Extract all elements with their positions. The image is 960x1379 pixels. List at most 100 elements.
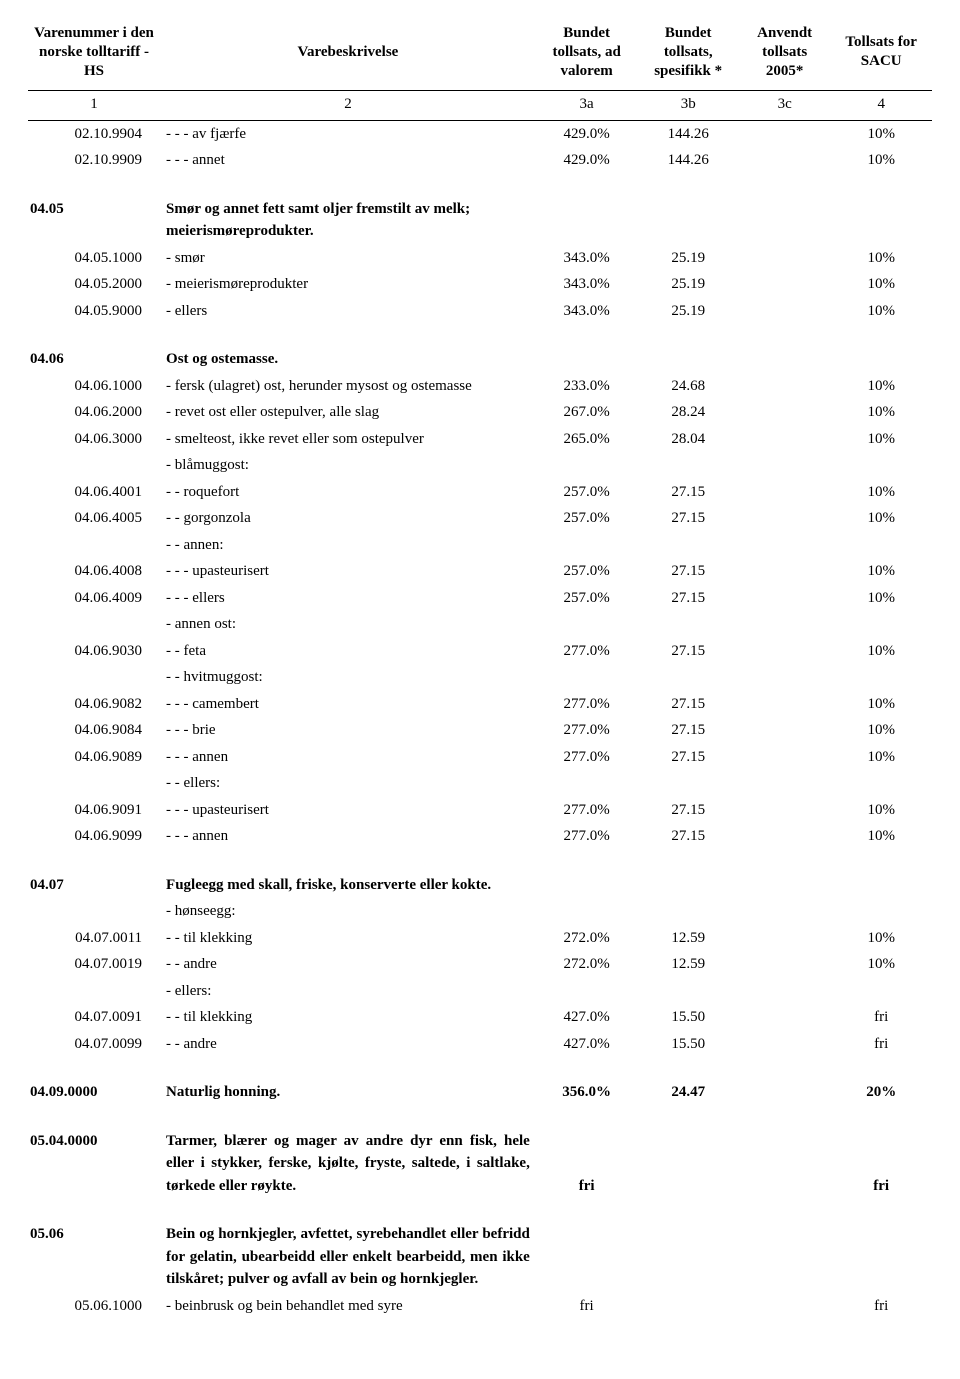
cell-c5 (739, 717, 830, 744)
header-code: Varenummer i den norske tolltariff - HS (28, 20, 160, 91)
cell-code: 04.09.0000 (28, 1079, 160, 1106)
table-header: Varenummer i den norske tolltariff - HS … (28, 20, 932, 120)
cell-c6: 10% (830, 298, 932, 325)
cell-c5 (739, 1031, 830, 1058)
cell-code: 04.06.4005 (28, 505, 160, 532)
table-row: 04.06.9082- - - camembert277.0%27.1510% (28, 691, 932, 718)
cell-c3: 267.0% (536, 399, 638, 426)
table-row: 04.06.9030- - feta277.0%27.1510% (28, 638, 932, 665)
table-row: - - hvitmuggost: (28, 664, 932, 691)
cell-c6: 10% (830, 951, 932, 978)
cell-c6: 10% (830, 399, 932, 426)
cell-c4 (637, 872, 739, 899)
cell-desc: - - - av fjærfe (160, 120, 536, 147)
cell-c5 (739, 1221, 830, 1293)
cell-c5 (739, 664, 830, 691)
cell-desc: - beinbrusk og bein behandlet med syre (160, 1293, 536, 1320)
cell-code: 04.06.1000 (28, 373, 160, 400)
table-row: 04.06.9089- - - annen277.0%27.1510% (28, 744, 932, 771)
cell-c4 (637, 1293, 739, 1320)
cell-c6 (830, 532, 932, 559)
cell-code: 04.05.2000 (28, 271, 160, 298)
cell-c5 (739, 426, 830, 453)
cell-code: 04.06.9030 (28, 638, 160, 665)
cell-desc: - - hvitmuggost: (160, 664, 536, 691)
cell-c4 (637, 452, 739, 479)
cell-c3: 429.0% (536, 120, 638, 147)
header-col6: Tollsats for SACU (830, 20, 932, 91)
cell-c6: 10% (830, 797, 932, 824)
table-row: 04.06.9084- - - brie277.0%27.1510% (28, 717, 932, 744)
cell-c4: 27.15 (637, 638, 739, 665)
cell-c5 (739, 1293, 830, 1320)
cell-desc: - revet ost eller ostepulver, alle slag (160, 399, 536, 426)
cell-c6: 10% (830, 744, 932, 771)
cell-c5 (739, 585, 830, 612)
cell-code (28, 452, 160, 479)
table-row: 05.04.0000Tarmer, blærer og mager av and… (28, 1128, 932, 1200)
subhead-3: 3a (536, 91, 638, 121)
cell-c6: 10% (830, 717, 932, 744)
cell-c6: 20% (830, 1079, 932, 1106)
cell-c5 (739, 638, 830, 665)
cell-code (28, 611, 160, 638)
cell-code: 04.07 (28, 872, 160, 899)
table-row: 04.06.3000- smelteost, ikke revet eller … (28, 426, 932, 453)
cell-c4: 12.59 (637, 925, 739, 952)
cell-c6: 10% (830, 691, 932, 718)
cell-c4 (637, 611, 739, 638)
table-row (28, 1199, 932, 1221)
cell-c6: 10% (830, 147, 932, 174)
table-row: 04.06.4008- - - upasteurisert257.0%27.15… (28, 558, 932, 585)
cell-code: 05.06.1000 (28, 1293, 160, 1320)
cell-c3 (536, 1221, 638, 1293)
cell-c3 (536, 978, 638, 1005)
table-row: 04.06.4001- - roquefort257.0%27.1510% (28, 479, 932, 506)
cell-code: 04.07.0099 (28, 1031, 160, 1058)
cell-c6: 10% (830, 505, 932, 532)
cell-c3: 257.0% (536, 479, 638, 506)
table-row: 04.05.2000- meierismøreprodukter343.0%25… (28, 271, 932, 298)
cell-desc: - - - annet (160, 147, 536, 174)
cell-c5 (739, 611, 830, 638)
cell-c3: 427.0% (536, 1031, 638, 1058)
cell-desc: - annen ost: (160, 611, 536, 638)
cell-c6: 10% (830, 271, 932, 298)
cell-c4: 25.19 (637, 271, 739, 298)
table-row (28, 1057, 932, 1079)
cell-code: 04.06 (28, 346, 160, 373)
cell-c4: 27.15 (637, 479, 739, 506)
cell-desc: Naturlig honning. (160, 1079, 536, 1106)
cell-desc: - meierismøreprodukter (160, 271, 536, 298)
table-row: - hønseegg: (28, 898, 932, 925)
cell-c4 (637, 1221, 739, 1293)
cell-c5 (739, 872, 830, 899)
cell-c6: 10% (830, 823, 932, 850)
header-desc: Varebeskrivelse (160, 20, 536, 91)
cell-c3 (536, 611, 638, 638)
cell-desc: Fugleegg med skall, friske, konserverte … (160, 872, 536, 899)
cell-desc: - - - upasteurisert (160, 558, 536, 585)
cell-desc: - - feta (160, 638, 536, 665)
cell-c5 (739, 271, 830, 298)
cell-c4: 27.15 (637, 505, 739, 532)
cell-c5 (739, 505, 830, 532)
cell-c6: fri (830, 1128, 932, 1200)
cell-c4 (637, 346, 739, 373)
cell-c4: 12.59 (637, 951, 739, 978)
cell-code: 04.06.9082 (28, 691, 160, 718)
table-row: - blåmuggost: (28, 452, 932, 479)
table-row: 04.07.0011- - til klekking272.0%12.5910% (28, 925, 932, 952)
cell-c3: 356.0% (536, 1079, 638, 1106)
table-row: 04.06.4005- - gorgonzola257.0%27.1510% (28, 505, 932, 532)
cell-c3 (536, 196, 638, 245)
table-row (28, 1106, 932, 1128)
cell-desc: - - til klekking (160, 1004, 536, 1031)
cell-c5 (739, 951, 830, 978)
table-row (28, 324, 932, 346)
cell-c6 (830, 452, 932, 479)
cell-code (28, 898, 160, 925)
cell-c5 (739, 147, 830, 174)
cell-desc: - smelteost, ikke revet eller som ostepu… (160, 426, 536, 453)
cell-desc: Bein og hornkjegler, avfettet, syrebehan… (160, 1221, 536, 1293)
